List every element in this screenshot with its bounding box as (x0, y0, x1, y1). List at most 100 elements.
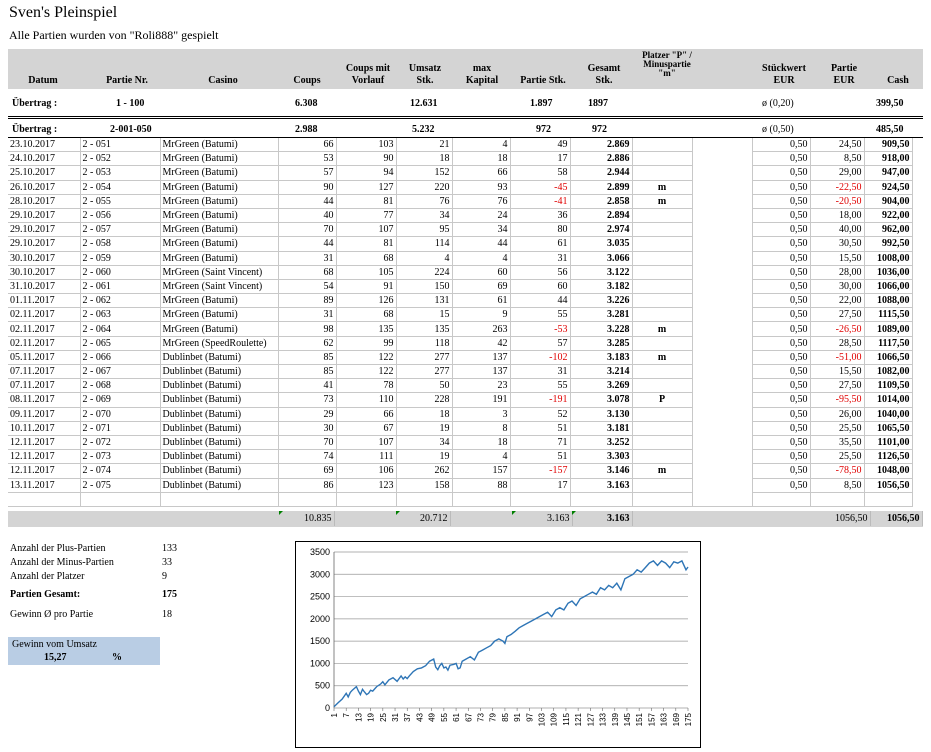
cell-nr: 2 - 066 (80, 350, 161, 366)
x-tick-label: 103 (538, 712, 547, 726)
cell-nr: 2 - 060 (80, 265, 161, 280)
cell-wert: 0,50 (752, 350, 811, 366)
cell-wert: 0,50 (752, 138, 811, 153)
x-tick-label: 73 (476, 712, 485, 721)
cell-casino: MrGreen (Batumi) (160, 180, 279, 195)
cell-eur: -51,00 (810, 350, 865, 366)
cell-stk: 55 (510, 307, 571, 323)
x-tick-label: 7 (342, 712, 351, 717)
cell-cash: 909,50 (864, 138, 913, 153)
cell-max: 18 (452, 151, 511, 167)
y-tick-label: 2000 (310, 614, 330, 624)
x-tick-label: 19 (367, 712, 376, 721)
cell-vorlauf: 105 (336, 265, 397, 280)
uebertrag-gesamt: 1897 (588, 98, 608, 109)
x-tick-label: 37 (403, 712, 412, 721)
cell-stk: -45 (510, 180, 571, 195)
cell-umsatz: 21 (396, 138, 453, 153)
cell-max: 60 (452, 265, 511, 280)
divider (8, 118, 923, 119)
cell-max: 157 (452, 463, 511, 479)
cell-wert: 0,50 (752, 463, 811, 479)
cell-eur: 15,50 (810, 251, 865, 266)
table-row: 24.10.2017 2 - 052 MrGreen (Batumi) 53 90 18 1… (8, 151, 913, 167)
table-row: 13.11.2017 2 - 075 Dublinbet (Batumi) 86 123… (8, 478, 913, 493)
cell-coups: 90 (278, 180, 337, 195)
uebertrag-stueckwert: ø (0,20) (762, 98, 794, 109)
spacer-cell (692, 407, 753, 422)
stat-value: 33 (162, 557, 172, 568)
cell-wert: 0,50 (752, 180, 811, 195)
total-cash: 1056,50 (870, 511, 923, 526)
x-tick-label: 43 (415, 712, 424, 721)
cell-pm (632, 251, 693, 266)
cell-umsatz: 152 (396, 165, 453, 181)
cell-cash: 1066,00 (864, 279, 913, 295)
table-row: 31.10.2017 2 - 061 MrGreen (Saint Vincent)… (8, 279, 913, 295)
cell-wert: 0,50 (752, 293, 811, 309)
cell-wert: 0,50 (752, 421, 811, 436)
cell-nr: 2 - 073 (80, 449, 161, 465)
totals-row: 10.835 20.712 3.163 3.163 1056,50 1056,5… (8, 511, 923, 527)
header-cash: Cash (887, 75, 909, 86)
cell-eur: 28,50 (810, 336, 865, 351)
cell-datum: 31.10.2017 (8, 279, 81, 295)
empty-cell (632, 492, 693, 507)
page-title: Sven's Pleinspiel (9, 4, 118, 21)
cell-pm (632, 138, 693, 153)
cell-gesamt: 2.974 (570, 222, 633, 238)
cell-eur: 30,00 (810, 279, 865, 295)
x-tick-label: 121 (574, 712, 583, 726)
table-row: 07.11.2017 2 - 067 Dublinbet (Batumi) 85 122… (8, 364, 913, 380)
cell-coups: 66 (278, 138, 337, 153)
spacer-cell (692, 138, 753, 152)
cell-datum: 08.11.2017 (8, 392, 81, 408)
cell-casino: MrGreen (SpeedRoulette) (160, 336, 279, 351)
cell-umsatz: 18 (396, 407, 453, 422)
spacer-cell (692, 421, 753, 436)
cell-nr: 2 - 070 (80, 407, 161, 422)
x-tick-label: 175 (684, 712, 693, 726)
cell-gesamt: 3.285 (570, 336, 633, 351)
cell-vorlauf: 126 (336, 293, 397, 309)
cell-wert: 0,50 (752, 151, 811, 167)
cell-casino: Dublinbet (Batumi) (160, 478, 279, 493)
cell-max: 3 (452, 407, 511, 422)
header-umsatz: Umsatz Stk. (408, 63, 442, 86)
spacer-cell (692, 307, 753, 322)
cell-wert: 0,50 (752, 435, 811, 451)
cell-casino: Dublinbet (Batumi) (160, 435, 279, 451)
cell-stk: 60 (510, 279, 571, 295)
cell-vorlauf: 94 (336, 165, 397, 181)
cell-pm (632, 378, 693, 394)
uebertrag-coups: 6.308 (295, 98, 318, 109)
cell-cash: 1117,50 (864, 336, 913, 351)
cell-cash: 1065,50 (864, 421, 913, 436)
cell-coups: 54 (278, 279, 337, 295)
cell-cash: 1101,00 (864, 435, 913, 451)
x-tick-label: 67 (464, 712, 473, 721)
cell-pm (632, 449, 693, 465)
cell-pm (632, 222, 693, 238)
cell-gesamt: 3.228 (570, 321, 633, 337)
y-tick-label: 3000 (310, 569, 330, 579)
cell-casino: MrGreen (Batumi) (160, 165, 279, 181)
cell-wert: 0,50 (752, 321, 811, 337)
uebertrag-cash: 485,50 (876, 124, 904, 135)
y-tick-label: 3500 (310, 547, 330, 557)
x-tick-label: 109 (550, 712, 559, 726)
cell-coups: 86 (278, 478, 337, 493)
empty-cell (160, 492, 279, 507)
cell-stk: -191 (510, 392, 571, 408)
cell-eur: 40,00 (810, 222, 865, 238)
gewinn-unit: % (112, 652, 122, 663)
cell-cash: 1014,00 (864, 392, 913, 408)
cell-stk: 17 (510, 151, 571, 167)
cell-nr: 2 - 075 (80, 478, 161, 493)
uebertrag-label: Übertrag : (12, 124, 58, 135)
cell-vorlauf: 107 (336, 435, 397, 451)
cell-cash: 1082,00 (864, 364, 913, 380)
x-tick-label: 1 (330, 712, 339, 717)
table-row: 12.11.2017 2 - 072 Dublinbet (Batumi) 70 107… (8, 435, 913, 451)
empty-cell (864, 492, 913, 507)
